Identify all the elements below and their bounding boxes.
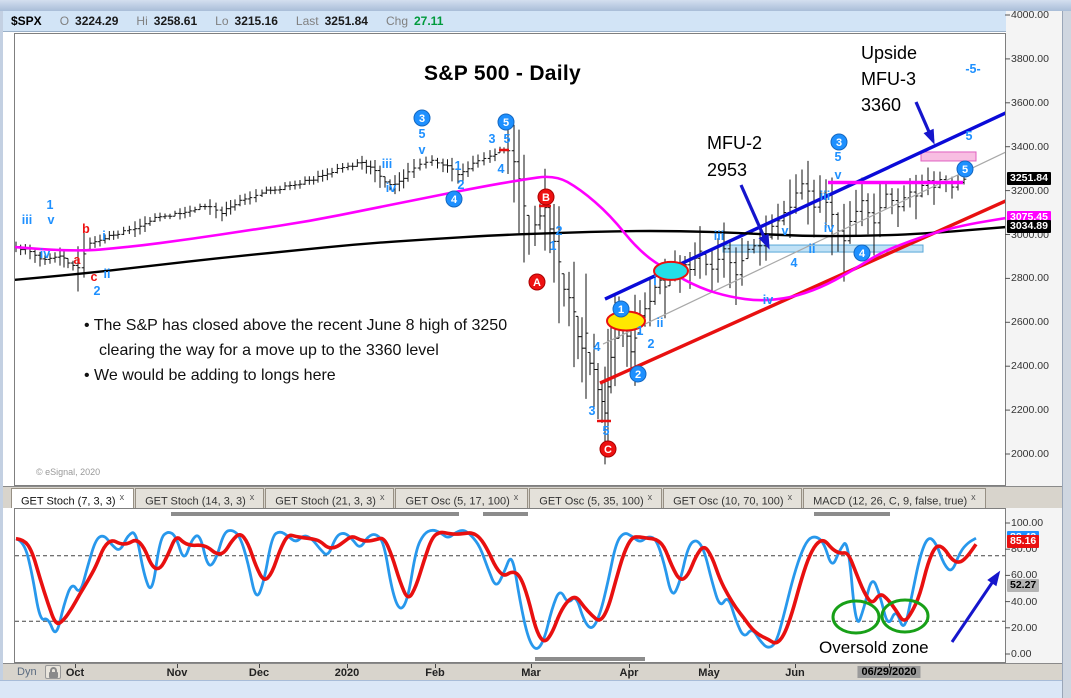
axis-month-label: 2020 <box>334 667 360 679</box>
annotation-line: Upside <box>861 43 918 63</box>
tab-close-icon[interactable]: x <box>787 492 793 502</box>
stoch-tag-52.27: 52.27 <box>1007 578 1040 592</box>
annotation-line: 3360 <box>861 95 902 115</box>
quote-field-value: 3224.29 <box>75 14 119 28</box>
month-tick <box>75 664 76 668</box>
price-tick-label: 3600.00 <box>1011 96 1049 109</box>
tab-close-icon[interactable]: x <box>971 492 976 502</box>
month-tick <box>259 664 260 668</box>
annotation-line: • The S&P has closed above the recent Ju… <box>84 317 508 334</box>
tab-macd-12-26-c-9-false-true[interactable]: MACD (12, 26, C, 9, false, true) x <box>803 488 986 508</box>
price-tick-label: 2600.00 <box>1011 316 1049 329</box>
month-tick <box>795 664 796 668</box>
dyn-label: Dyn <box>17 666 37 678</box>
price-axis <box>1006 11 1062 680</box>
time-axis: Dyn 06/29/2020 Oct Nov Dec 2020 Feb Mar Apr May… <box>3 663 1062 680</box>
quote-field-label: Hi <box>136 14 148 28</box>
month-tick <box>531 664 532 668</box>
tab-get-stoch-21-3-3[interactable]: GET Stoch (21, 3, 3) x <box>265 488 395 508</box>
oversold-zone-label: Oversold zone <box>819 638 929 657</box>
axis-month-label: Oct <box>65 667 85 679</box>
axis-month-label: Apr <box>619 667 639 679</box>
quote-field-value: 3258.61 <box>153 14 198 28</box>
month-tick <box>347 664 348 668</box>
commentary-bullets: • The S&P has closed above the recent Ju… <box>84 313 507 388</box>
indicator-tab-row: GET Stoch (7, 3, 3) x GET Stoch (14, 3, 3)… <box>3 486 1062 508</box>
month-tick <box>629 664 630 668</box>
vertical-scrollbar[interactable] <box>1062 0 1071 698</box>
price-tick-label: 2400.00 <box>1011 360 1049 373</box>
price-tick-label: 2200.00 <box>1011 404 1049 417</box>
tab-get-osc-10-70-100[interactable]: GET Osc (10, 70, 100) x <box>663 488 803 508</box>
price-tick-label: 3200.00 <box>1011 184 1049 197</box>
stoch-tick-label: 20.00 <box>1011 621 1038 634</box>
stoch-tick-label: 0.00 <box>1011 648 1032 660</box>
price-tick-label: 3400.00 <box>1011 140 1049 153</box>
price-tick-label: 2000.00 <box>1011 448 1049 460</box>
axis-month-label: May <box>698 667 720 679</box>
upside-mfu3-annotation: Upside MFU-3 3360 <box>861 40 917 118</box>
quote-bar[interactable]: $SPX O 3224.29 Hi 3258.61 Lo 3215.16 Last 3251.… <box>3 11 1006 32</box>
mfu2-annotation: MFU-2 2953 <box>707 130 762 184</box>
tab-get-stoch-7-3-3[interactable]: GET Stoch (7, 3, 3) x <box>11 488 135 508</box>
month-tick <box>435 664 436 668</box>
quote-field-value: 3251.84 <box>324 14 368 28</box>
quote-field-label: Lo <box>215 14 229 28</box>
quote-field-label: O <box>59 14 70 28</box>
price-tick-label: 2800.00 <box>1011 272 1049 285</box>
annotation-line: 2953 <box>707 160 748 180</box>
tab-close-icon[interactable]: x <box>379 492 385 502</box>
month-tick <box>709 664 710 668</box>
axis-date-tag: 06/29/2020 <box>857 666 921 678</box>
annotation-line: MFU-2 <box>707 133 762 153</box>
window-left-edge <box>0 11 3 680</box>
month-tick <box>177 664 178 668</box>
tab-close-icon[interactable]: x <box>647 492 653 502</box>
esignal-watermark: © eSignal, 2020 <box>36 467 101 477</box>
axis-month-label: Jun <box>785 667 805 679</box>
price-tick-label: 4000.00 <box>1011 9 1049 21</box>
candlestick-chart-area[interactable] <box>14 33 1006 486</box>
tab-close-icon[interactable]: x <box>249 492 255 502</box>
month-tick <box>889 664 890 668</box>
stoch-tick-label: 100.00 <box>1011 517 1044 529</box>
annotation-line: MFU-3 <box>861 69 916 89</box>
symbol-label: $SPX <box>11 14 42 28</box>
stoch-tick-label: 60.00 <box>1011 569 1038 582</box>
tab-close-icon[interactable]: x <box>513 492 519 502</box>
quote-field-label: Last <box>295 14 319 28</box>
axis-month-label: Dec <box>248 667 270 679</box>
lock-icon[interactable] <box>45 665 61 679</box>
status-bar <box>0 680 1071 698</box>
axis-month-label: Nov <box>166 667 188 679</box>
quote-field-label: Chg <box>385 14 408 28</box>
annotation-line: • We would be adding to longs here <box>84 367 336 384</box>
axis-month-label: Feb <box>425 667 445 679</box>
tab-close-icon[interactable]: x <box>119 492 125 502</box>
quote-field-value: 3215.16 <box>234 14 278 28</box>
tab-get-osc-5-17-100[interactable]: GET Osc (5, 17, 100) x <box>395 488 529 508</box>
axis-month-label: Mar <box>521 667 541 679</box>
quote-field-value: 27.11 <box>414 14 444 28</box>
window-titlebar <box>0 0 1071 11</box>
tab-get-osc-5-35-100[interactable]: GET Osc (5, 35, 100) x <box>529 488 663 508</box>
annotation-line: clearing the way for a move up to the 33… <box>99 342 439 359</box>
price-tag-3251.84: 3251.84 <box>1007 172 1051 186</box>
chart-title: S&P 500 - Daily <box>424 62 582 85</box>
price-tag-3034.89: 3034.89 <box>1007 219 1051 233</box>
price-tick-label: 3800.00 <box>1011 52 1049 65</box>
stoch-tick-label: 40.00 <box>1011 595 1038 608</box>
tab-get-stoch-14-3-3[interactable]: GET Stoch (14, 3, 3) x <box>135 488 265 508</box>
stoch-tag-85.16: 85.16 <box>1007 535 1040 549</box>
